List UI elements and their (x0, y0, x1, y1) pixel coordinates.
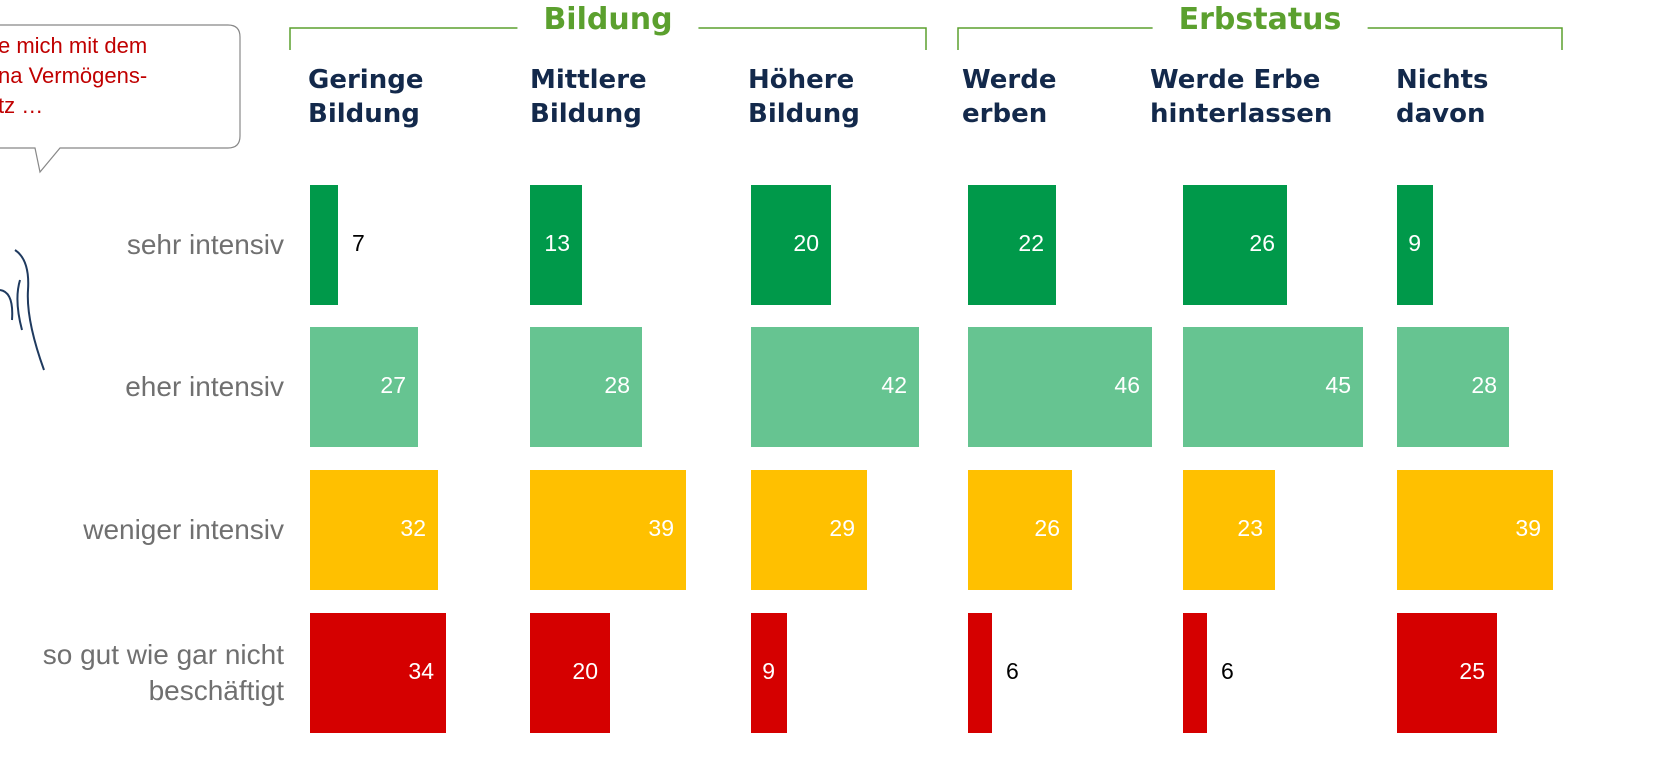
bar (968, 185, 1056, 305)
value-label: 29 (829, 515, 855, 541)
value-label: 45 (1325, 372, 1351, 398)
bar (1397, 185, 1433, 305)
value-label: 26 (1249, 230, 1275, 256)
value-label: 28 (1471, 372, 1497, 398)
group-title: Erbstatus (1152, 2, 1368, 37)
column-header: Nichts davon (1396, 65, 1489, 129)
bar (530, 613, 610, 733)
value-label: 22 (1018, 230, 1044, 256)
bar (751, 613, 787, 733)
value-label: 20 (572, 658, 598, 684)
column-header: Werde erben (962, 65, 1057, 129)
bar (1397, 470, 1553, 590)
column-header: Geringe Bildung (308, 65, 424, 129)
value-label: 28 (604, 372, 630, 398)
person-figure (0, 249, 45, 371)
bar (751, 185, 831, 305)
bar (310, 613, 446, 733)
bar (968, 613, 992, 733)
value-label: 20 (793, 230, 819, 256)
value-label: 39 (1515, 515, 1541, 541)
value-label: 6 (1006, 658, 1019, 684)
bar (310, 470, 438, 590)
bar (1183, 470, 1275, 590)
bar (1183, 185, 1287, 305)
speech-bubble (0, 24, 241, 174)
bar (530, 185, 582, 305)
callout-line: tz … (0, 93, 44, 118)
value-label: 46 (1114, 372, 1140, 398)
bar (1183, 327, 1363, 447)
bar (530, 470, 686, 590)
value-label: 26 (1034, 515, 1060, 541)
row-label: eher intensiv (125, 371, 284, 402)
bar (1183, 613, 1207, 733)
row-label: weniger intensiv (83, 514, 284, 545)
row-label: sehr intensiv (126, 229, 284, 260)
bar (310, 185, 338, 305)
column-header: Werde Erbe hinterlassen (1150, 65, 1333, 129)
value-label: 9 (1408, 230, 1421, 256)
value-label: 6 (1221, 658, 1234, 684)
bar (968, 327, 1152, 447)
bar (310, 327, 418, 447)
value-label: 39 (648, 515, 674, 541)
value-label: 23 (1237, 515, 1263, 541)
bar (751, 470, 867, 590)
value-label: 13 (544, 230, 570, 256)
value-label: 42 (881, 372, 907, 398)
bar (968, 470, 1072, 590)
value-label: 34 (408, 658, 434, 684)
column-header: Mittlere Bildung (530, 65, 647, 129)
value-label: 9 (762, 658, 775, 684)
bar (1397, 613, 1497, 733)
callout-line: e mich mit dem (0, 33, 148, 58)
callout-line: na Vermögens- (0, 63, 148, 88)
group-title: Bildung (517, 2, 699, 37)
bar (1397, 327, 1509, 447)
column-header: Höhere Bildung (748, 65, 860, 129)
value-label: 27 (380, 372, 406, 398)
bar (751, 327, 919, 447)
value-label: 32 (400, 515, 426, 541)
row-label: so gut wie gar nicht beschäftigt (42, 639, 284, 706)
bar (530, 327, 642, 447)
value-label: 25 (1459, 658, 1485, 684)
value-label: 7 (352, 230, 365, 256)
